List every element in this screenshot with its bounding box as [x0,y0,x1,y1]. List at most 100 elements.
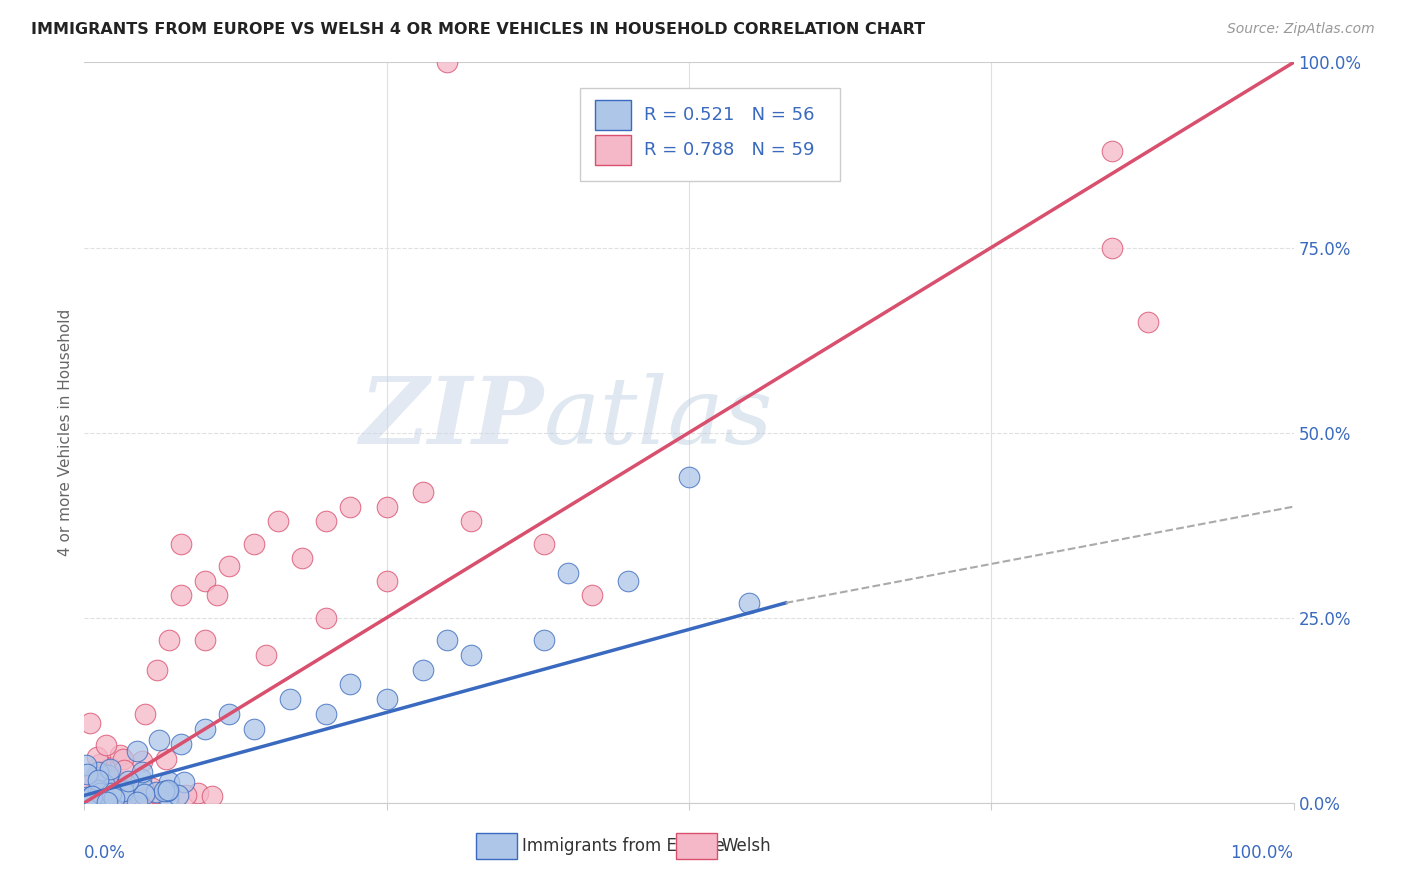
FancyBboxPatch shape [595,100,631,130]
Point [155,751,177,765]
Point [678,470,700,484]
Text: IMMIGRANTS FROM EUROPE VS WELSH 4 OR MORE VEHICLES IN HOUSEHOLD CORRELATION CHAR: IMMIGRANTS FROM EUROPE VS WELSH 4 OR MOR… [31,22,925,37]
Point [80,789,103,803]
Point [86,750,108,764]
Point [98,786,121,800]
Point [101,788,124,802]
Point [170,536,193,550]
Point [112,763,135,777]
Text: ZIP: ZIP [360,373,544,463]
Point [145,785,167,799]
Point [291,551,314,566]
Point [91,782,114,797]
Point [460,648,482,662]
Point [315,610,337,624]
Point [77,777,100,791]
Point [75,794,97,808]
Point [157,632,180,647]
FancyBboxPatch shape [477,833,517,859]
Point [129,772,152,786]
Point [145,786,167,800]
Point [138,788,160,802]
Point [107,788,129,802]
Point [93,777,115,791]
Point [315,706,337,721]
Point [89,785,111,799]
Point [117,774,139,789]
Point [1101,240,1123,255]
Point [132,781,155,796]
Point [218,558,240,573]
Point [84,789,107,804]
Text: Welsh: Welsh [721,837,772,855]
Point [155,784,177,798]
Point [148,733,170,747]
Point [141,781,163,796]
Point [194,632,217,647]
Point [93,790,115,805]
Point [170,737,193,751]
Point [117,783,139,797]
Point [103,791,125,805]
Point [86,783,108,797]
Point [100,786,122,800]
Point [112,786,135,800]
Point [375,500,398,514]
Point [174,788,197,802]
FancyBboxPatch shape [676,833,717,859]
Point [194,722,217,736]
Point [73,794,96,808]
Point [207,589,229,603]
Point [152,784,174,798]
Point [315,515,337,529]
Point [101,782,124,797]
Y-axis label: 4 or more Vehicles in Household: 4 or more Vehicles in Household [58,309,73,557]
Point [267,515,290,529]
Point [97,784,120,798]
Point [96,795,118,809]
Point [157,782,180,797]
Point [339,677,361,691]
Point [242,536,264,550]
Point [80,789,103,803]
Point [100,796,122,810]
Point [460,515,482,529]
Point [156,789,179,804]
Point [557,566,579,581]
Point [617,574,640,588]
Point [112,784,135,798]
Point [100,782,122,797]
Point [412,484,434,499]
FancyBboxPatch shape [595,135,631,165]
Point [1137,314,1160,328]
Point [75,789,97,804]
Point [146,663,169,677]
Point [112,752,135,766]
Point [375,692,398,706]
Point [87,765,110,780]
Point [194,574,217,588]
Point [96,739,118,753]
Point [89,756,111,771]
Point [375,574,398,588]
Point [97,768,120,782]
Point [167,789,190,803]
Text: Source: ZipAtlas.com: Source: ZipAtlas.com [1227,22,1375,37]
Point [125,744,148,758]
Point [242,722,264,736]
FancyBboxPatch shape [581,88,841,181]
Point [91,787,114,801]
Point [1101,145,1123,159]
Point [173,774,195,789]
Point [738,596,761,610]
Point [127,795,149,809]
Point [76,767,98,781]
Point [134,706,156,721]
Point [105,772,128,787]
Point [103,790,125,805]
Point [75,757,97,772]
Point [436,632,458,647]
Point [87,766,110,780]
Point [412,663,434,677]
Point [100,780,122,794]
